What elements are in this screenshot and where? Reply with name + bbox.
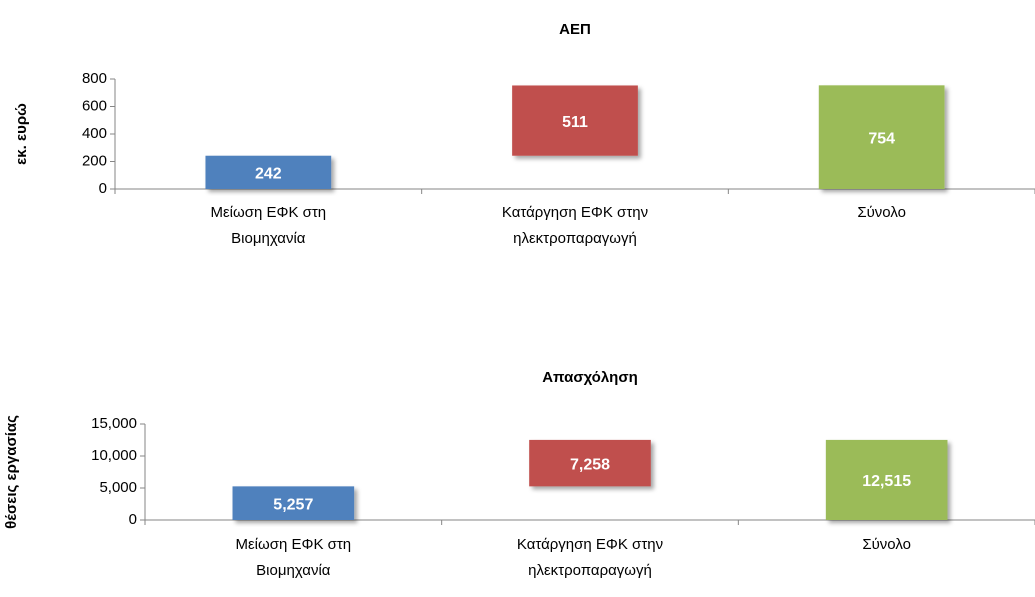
y-tick-label: 5,000: [99, 479, 137, 496]
y-tick-label: 800: [82, 70, 107, 87]
bar: [818, 85, 945, 189]
y-tick-label: 15,000: [91, 415, 137, 432]
x-tick-label-box: Σύνολο: [857, 204, 906, 221]
data-label: 12,515: [862, 473, 911, 490]
chart-title: ΑΕΠ: [559, 21, 591, 38]
x-tick-label: Σύνολο: [857, 204, 906, 221]
data-label: 754: [868, 130, 895, 147]
y-tick-label: 400: [82, 125, 107, 142]
x-tick-label-box: Μείωση ΕΦΚ στη Βιομηχανία: [210, 204, 327, 247]
bar: [232, 486, 355, 520]
x-tick-label-box: Κατάργηση ΕΦΚ στην ηλεκτροπαραγωγή: [501, 204, 649, 247]
bar: [529, 439, 651, 487]
x-tick-label-box: Κατάργηση ΕΦΚ στην ηλεκτροπαραγωγή: [516, 536, 664, 579]
x-tick-label: Μείωση ΕΦΚ στη Βιομηχανία: [210, 204, 327, 247]
data-label: 5,257: [273, 496, 313, 513]
x-tick-label: Κατάργηση ΕΦΚ στην ηλεκτροπαραγωγή: [501, 204, 649, 247]
y-axis-title: εκ. ευρώ: [13, 103, 30, 165]
data-label: 242: [255, 166, 282, 183]
y-tick-label: 600: [82, 97, 107, 114]
data-label: 7,258: [570, 456, 610, 473]
y-axis-title: θέσεις εργασίας: [3, 415, 20, 529]
bar: [205, 155, 332, 189]
bar: [825, 439, 948, 520]
chart-title: Απασχόληση: [542, 369, 638, 386]
y-tick-label: 10,000: [91, 447, 137, 464]
x-tick-label: Κατάργηση ΕΦΚ στην ηλεκτροπαραγωγή: [516, 536, 664, 579]
x-tick-label-box: Μείωση ΕΦΚ στη Βιομηχανία: [235, 536, 352, 579]
x-tick-label-box: Σύνολο: [862, 536, 911, 553]
y-tick-label: 0: [129, 511, 137, 528]
x-tick-label: Μείωση ΕΦΚ στη Βιομηχανία: [235, 536, 352, 579]
data-label: 511: [562, 114, 588, 131]
y-tick-label: 200: [82, 152, 107, 169]
y-tick-label: 0: [99, 180, 107, 197]
x-tick-label: Σύνολο: [862, 536, 911, 553]
bar: [512, 85, 638, 156]
